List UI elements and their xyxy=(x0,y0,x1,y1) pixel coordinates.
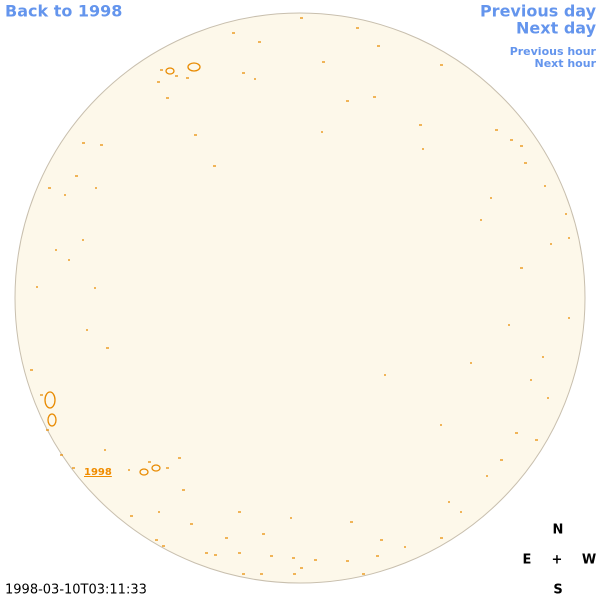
back-link[interactable]: Back to 1998 xyxy=(5,2,122,21)
compass-north: N xyxy=(553,523,564,538)
compass-west: W xyxy=(582,553,596,568)
compass-east: E xyxy=(523,553,532,568)
disk-year-link[interactable]: 1998 xyxy=(84,467,112,478)
previous-day-link[interactable]: Previous day xyxy=(480,2,597,21)
compass-center: + xyxy=(552,553,563,568)
previous-hour-link[interactable]: Previous hour xyxy=(510,45,597,58)
next-day-link[interactable]: Next day xyxy=(516,19,597,38)
timestamp: 1998-03-10T03:11:33 xyxy=(5,583,147,598)
magnetic-features xyxy=(30,17,570,575)
solar-disk xyxy=(14,12,586,584)
compass-south: S xyxy=(553,583,562,598)
next-hour-link[interactable]: Next hour xyxy=(535,57,597,70)
